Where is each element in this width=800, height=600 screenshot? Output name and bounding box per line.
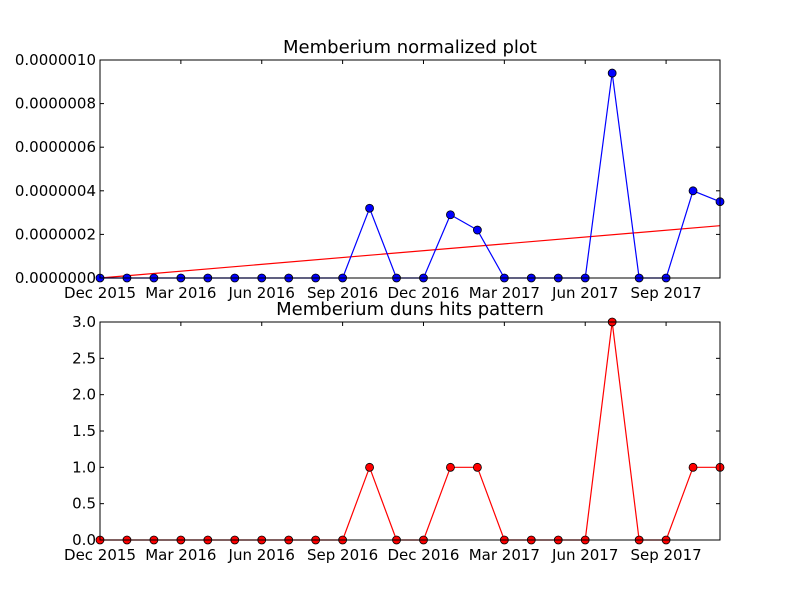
y-tick-label: 3.0 [72,313,96,331]
x-tick-label: Jun 2017 [551,546,618,564]
x-tick-label: Dec 2015 [64,546,136,564]
y-tick-label: 2.5 [72,349,96,367]
data-point [607,68,617,78]
data-point [365,203,374,213]
chart-title: Memberium duns hits pattern [276,299,544,320]
x-tick-label: Sep 2016 [307,546,378,564]
x-tick-label: Sep 2017 [630,546,701,564]
data-point [688,462,698,472]
y-tick-label: 0.0000002 [15,225,96,243]
y-tick-label: 0.0 [72,531,96,549]
x-tick-label: Mar 2017 [469,546,540,564]
chart-title: Memberium normalized plot [283,37,537,58]
y-tick-label: 1.5 [72,422,96,440]
y-tick-label: 0.0000008 [15,95,96,113]
x-tick-label: Jun 2017 [551,284,618,302]
x-tick-label: Dec 2015 [64,284,136,302]
trend-line [99,225,721,279]
x-tick-label: Jun 2016 [228,284,295,302]
chart-duns-hits-pattern: Memberium duns hits pattern 0.0 0.5 1.0 1.5… [64,299,725,564]
x-tick-label: Dec 2016 [387,546,459,564]
axes-frame [99,321,721,541]
y-tick-label: 2.0 [72,386,96,404]
y-tick-label: 0.0000004 [15,182,96,200]
y-tick-label: 0.0000010 [15,51,96,69]
x-tick-label: Mar 2016 [145,546,216,564]
x-tick-label: Sep 2016 [307,284,378,302]
x-tick-label: Dec 2016 [387,284,459,302]
y-tick-label: 0.5 [72,495,96,513]
x-tick-label: Sep 2017 [630,284,701,302]
data-point [446,462,455,472]
data-point [365,462,374,472]
x-tick-label: Mar 2017 [469,284,540,302]
data-point [446,210,455,220]
plot-area [95,59,725,283]
plot-area [95,317,725,545]
y-tick-label: 0.0000006 [15,138,96,156]
data-point [472,462,482,472]
data-point [472,225,482,235]
series-line [100,321,720,541]
axes-frame [99,59,721,279]
x-tick-label: Mar 2016 [145,284,216,302]
chart-normalized-plot: Memberium normalized plot 0.0000000 0.000… [15,37,725,302]
y-tick-label: 1.0 [72,458,96,476]
series-line [100,73,721,279]
data-point [688,186,698,196]
x-tick-label: Jun 2016 [228,546,295,564]
y-tick-label: 0.0000000 [15,269,96,287]
